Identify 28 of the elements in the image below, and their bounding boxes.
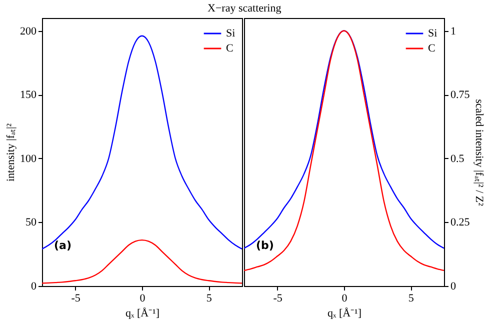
y2-tick-label: 0 <box>450 280 456 292</box>
y2-tick-label: 1 <box>450 25 456 38</box>
y2-axis-title: scaled intensity |fₐₜ|² / Z² <box>472 99 485 207</box>
x-tick-label: 0 <box>342 292 348 304</box>
y-tick-label: 0 <box>31 280 37 292</box>
annotation: (a) <box>54 239 72 252</box>
legend-label: Si <box>428 28 438 40</box>
y2-tick-label: 0.75 <box>450 89 470 102</box>
x-axis-title: qₓ [Å⁻¹] <box>327 306 362 320</box>
annotation: (b) <box>256 239 274 252</box>
x-tick-label: -5 <box>71 292 81 304</box>
x-tick-label: 5 <box>408 292 414 304</box>
legend-label: C <box>226 42 234 54</box>
legend-label: C <box>428 42 436 54</box>
y-tick-label: 150 <box>20 89 37 102</box>
y-tick-label: 100 <box>20 152 37 165</box>
line-series <box>42 239 242 284</box>
x-tick-label: 5 <box>206 292 212 304</box>
y-axis-title: intensity |fₐₜ|² <box>5 122 17 182</box>
y-tick-label: 50 <box>26 216 37 229</box>
legend-label: Si <box>226 28 236 40</box>
chart-title: X−ray scattering <box>208 2 282 14</box>
y2-tick-label: 0.5 <box>450 152 465 165</box>
y-tick-label: 200 <box>20 25 37 38</box>
y2-tick-label: 0.25 <box>450 216 470 229</box>
x-axis-title: qₓ [Å⁻¹] <box>125 306 160 320</box>
x-tick-label: 0 <box>140 292 146 304</box>
x-tick-label: -5 <box>273 292 283 304</box>
